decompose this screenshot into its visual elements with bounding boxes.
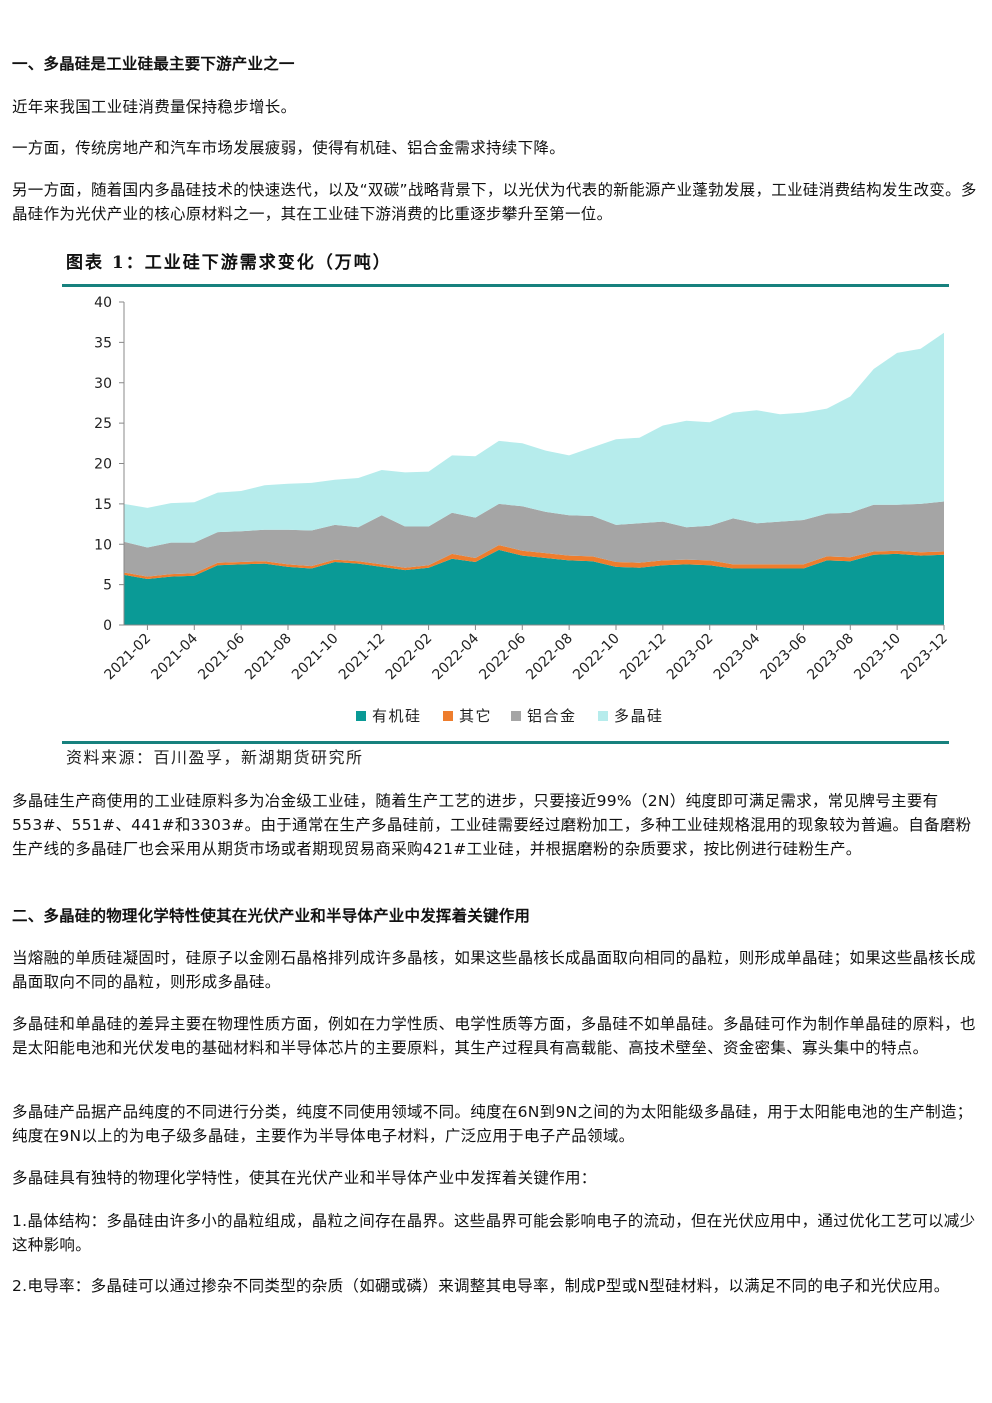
paragraph: 当熔融的单质硅凝固时，硅原子以金刚石晶格排列成许多晶核，如果这些晶核长成晶面取向… [12,949,976,991]
y-tick-label: 0 [103,618,112,634]
x-tick-label: 2021-08 [242,631,295,684]
paragraph: 近年来我国工业硅消费量保持稳步增长。 [12,98,297,116]
stacked-area-chart: 05101520253035402021-022021-042021-06202… [94,295,949,725]
section2-heading: 二、多晶硅的物理化学特性使其在光伏产业和半导体产业中发挥着关键作用 [12,907,531,925]
legend-label: 多晶硅 [614,707,664,725]
x-tick-label: 2021-10 [289,631,342,684]
paragraph: 多晶硅和单晶硅的差异主要在物理性质方面，例如在力学性质、电学性质等方面，多晶硅不… [12,1015,976,1057]
y-tick-label: 20 [94,457,112,473]
x-tick-label: 2022-10 [570,631,623,684]
x-tick-label: 2022-02 [383,631,436,684]
y-tick-label: 25 [94,416,112,432]
figure-top-rule [62,284,949,287]
y-tick-label: 35 [94,335,112,351]
x-tick-label: 2022-08 [523,631,576,684]
x-tick-label: 2023-12 [898,631,949,684]
x-tick-label: 2021-02 [102,631,155,684]
legend-swatch [443,711,453,721]
area-series [124,332,944,548]
legend-label: 有机硅 [372,707,422,725]
x-tick-label: 2023-02 [664,631,717,684]
paragraph: 多晶硅生产商使用的工业硅原料多为冶金级工业硅，随着生产工艺的进步，只要接近99%… [12,792,972,858]
y-tick-label: 40 [94,295,112,311]
legend-label: 铝合金 [527,707,577,725]
paragraph: 多晶硅具有独特的物理化学特性，使其在光伏产业和半导体产业中发挥着关键作用： [12,1169,597,1187]
x-tick-label: 2023-10 [851,631,904,684]
x-tick-label: 2022-06 [476,630,529,683]
x-tick-label: 2021-04 [148,630,201,683]
section1-heading: 一、多晶硅是工业硅最主要下游产业之一 [12,55,295,73]
y-tick-label: 30 [94,376,112,392]
figure-bottom-rule [62,741,949,744]
x-tick-label: 2023-06 [758,630,811,683]
legend-swatch [598,711,608,721]
legend-swatch [356,711,366,721]
x-tick-label: 2022-04 [430,630,483,683]
legend-label: 其它 [459,707,492,725]
paragraph: 2.电导率：多晶硅可以通过掺杂不同类型的杂质（如硼或磷）来调整其电导率，制成P型… [12,1277,950,1295]
area-series [124,549,944,625]
x-tick-label: 2021-06 [195,630,248,683]
area-series [124,501,944,577]
x-tick-label: 2021-12 [336,631,389,684]
x-tick-label: 2023-04 [711,630,764,683]
paragraph: 一方面，传统房地产和汽车市场发展疲弱，使得有机硅、铝合金需求持续下降。 [12,139,566,157]
x-tick-label: 2023-08 [804,631,857,684]
figure-title: 图表 1：工业硅下游需求变化（万吨） [66,253,392,273]
paragraph: 多晶硅产品据产品纯度的不同进行分类，纯度不同使用领域不同。纯度在6N到9N之间的… [12,1103,973,1145]
paragraph: 1.晶体结构：多晶硅由许多小的晶粒组成，晶粒之间存在晶界。这些晶界可能会影响电子… [12,1212,976,1254]
paragraph: 另一方面，随着国内多晶硅技术的快速迭代，以及“双碳”战略背景下，以光伏为代表的新… [12,181,977,223]
y-tick-label: 15 [94,497,112,513]
y-tick-label: 10 [94,537,112,553]
figure-source: 资料来源：百川盈孚，新湖期货研究所 [66,748,364,767]
legend-swatch [511,711,521,721]
y-tick-label: 5 [103,578,112,594]
x-tick-label: 2022-12 [617,631,670,684]
